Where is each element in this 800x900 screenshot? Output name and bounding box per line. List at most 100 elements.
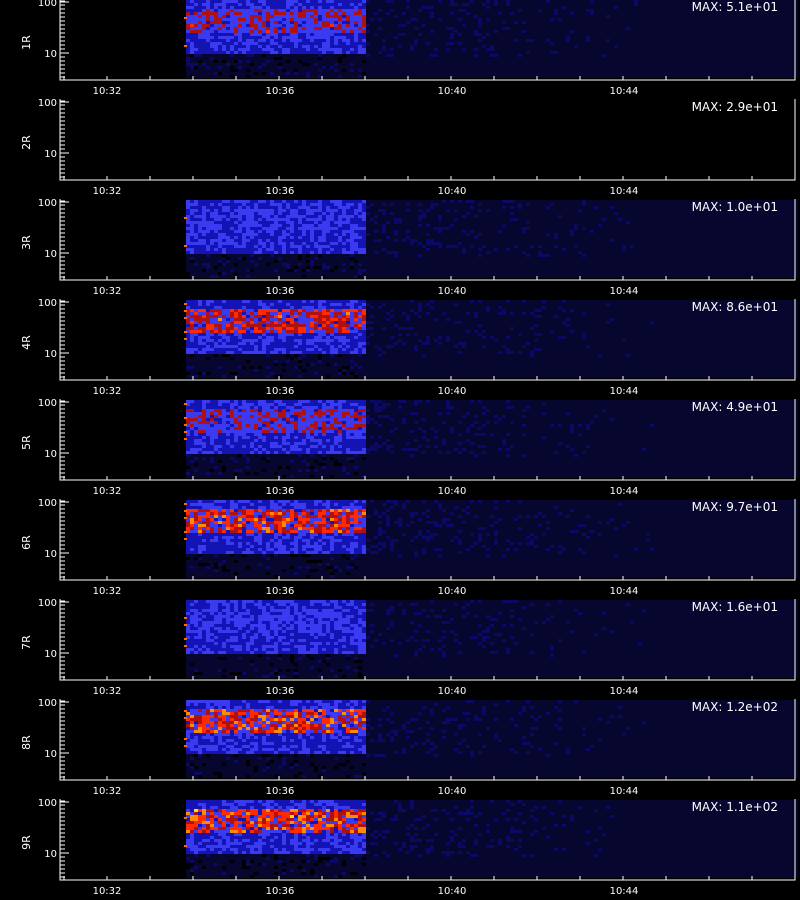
heatmap-cell [742, 75, 746, 78]
heatmap-cell [678, 69, 682, 72]
heatmap-cell [222, 209, 226, 212]
heatmap-cell [498, 27, 502, 30]
heatmap-cell [662, 6, 666, 9]
heatmap-cell [382, 33, 386, 36]
heatmap-cell [226, 39, 230, 42]
heatmap-cell [414, 15, 418, 18]
heatmap-cell [230, 18, 234, 21]
heatmap-cell [694, 30, 698, 33]
heatmap-cell [202, 209, 206, 212]
heatmap-cell [278, 42, 282, 45]
heatmap-cell [430, 27, 434, 30]
heatmap-cell [342, 0, 346, 3]
heatmap-cell [326, 39, 330, 42]
heatmap-cell [546, 27, 550, 30]
heatmap-cell [222, 242, 226, 245]
heatmap-cell [334, 224, 338, 227]
heatmap-cell [250, 48, 254, 51]
heatmap-cell [458, 24, 462, 27]
heatmap-cell [386, 42, 390, 45]
heatmap-cell [722, 48, 726, 51]
heatmap-cell [634, 27, 638, 30]
heatmap-cell [618, 75, 622, 78]
heatmap-cell [698, 54, 702, 57]
heatmap-cell [746, 6, 750, 9]
heatmap-cell [598, 45, 602, 48]
heatmap-cell [646, 45, 650, 48]
heatmap-cell [594, 33, 598, 36]
heatmap-cell [794, 33, 798, 36]
heatmap-cell [190, 200, 194, 203]
heatmap-cell [326, 15, 330, 18]
heatmap-cell [478, 27, 482, 30]
heatmap-cell [602, 6, 606, 9]
heatmap-cell [646, 18, 650, 21]
heatmap-cell [522, 18, 526, 21]
heatmap-cell [302, 60, 306, 63]
heatmap-cell [754, 27, 758, 30]
heatmap-cell [722, 75, 726, 78]
heatmap-cell [774, 36, 778, 39]
heatmap-cell [190, 203, 194, 206]
heatmap-cell [706, 69, 710, 72]
heatmap-cell [206, 218, 210, 221]
heatmap-cell [622, 12, 626, 15]
heatmap-cell [622, 18, 626, 21]
heatmap-cell [258, 203, 262, 206]
heatmap-cell [402, 12, 406, 15]
heatmap-cell [238, 269, 242, 272]
heatmap-cell [186, 218, 190, 221]
heatmap-cell [358, 6, 362, 9]
heatmap-cell [518, 0, 522, 3]
heatmap-cell [522, 6, 526, 9]
heatmap-cell [382, 24, 386, 27]
heatmap-cell [474, 21, 478, 24]
heatmap-cell [258, 263, 262, 266]
heatmap-cell [354, 9, 358, 12]
heatmap-cell [638, 75, 642, 78]
heatmap-cell [198, 206, 202, 209]
heatmap-cell [570, 63, 574, 66]
heatmap-cell [302, 245, 306, 248]
heatmap-cell [258, 266, 262, 269]
heatmap-cell [766, 6, 770, 9]
heatmap-cell [266, 224, 270, 227]
heatmap-cell [642, 33, 646, 36]
heatmap-cell [622, 72, 626, 75]
heatmap-cell [238, 230, 242, 233]
heatmap-cell [246, 21, 250, 24]
heatmap-cell [246, 266, 250, 269]
heatmap-cell [590, 21, 594, 24]
heatmap-cell [190, 245, 194, 248]
heatmap-cell [446, 24, 450, 27]
heatmap-cell [254, 9, 258, 12]
heatmap-cell [486, 21, 490, 24]
heatmap-cell [498, 69, 502, 72]
heatmap-cell [534, 36, 538, 39]
heatmap-cell [618, 6, 622, 9]
heatmap-cell [650, 54, 654, 57]
heatmap-cell [670, 24, 674, 27]
heatmap-cell [202, 15, 206, 18]
heatmap-cell [294, 215, 298, 218]
heatmap-cell [282, 254, 286, 257]
heatmap-cell [234, 266, 238, 269]
heatmap-cell [290, 33, 294, 36]
heatmap-cell [706, 15, 710, 18]
heatmap-cell [246, 0, 250, 3]
heatmap-cell [710, 60, 714, 63]
heatmap-cell [690, 36, 694, 39]
heatmap-cell [322, 30, 326, 33]
heatmap-cell [590, 36, 594, 39]
heatmap-cell [430, 6, 434, 9]
heatmap-cell [778, 75, 782, 78]
heatmap-cell [558, 21, 562, 24]
heatmap-cell [290, 9, 294, 12]
heatmap-cell [270, 236, 274, 239]
heatmap-cell [286, 12, 290, 15]
heatmap-cell [390, 72, 394, 75]
heatmap-cell [542, 6, 546, 9]
heatmap-cell [706, 63, 710, 66]
heatmap-cell [342, 60, 346, 63]
heatmap-cell [578, 36, 582, 39]
